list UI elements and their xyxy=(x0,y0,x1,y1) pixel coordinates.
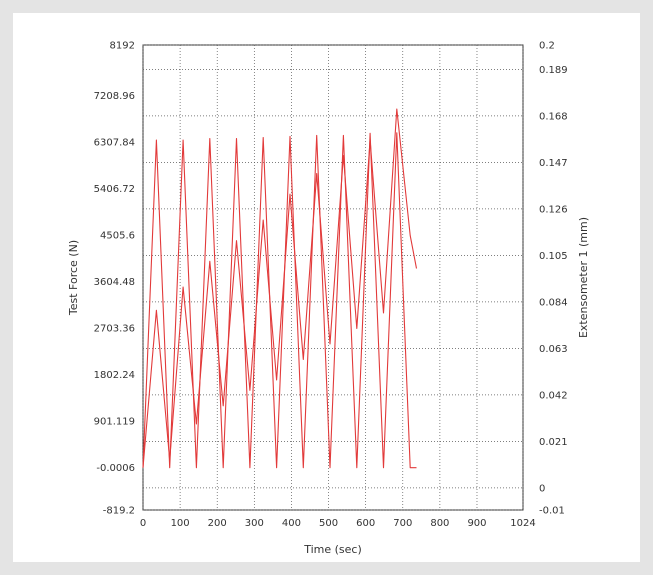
y2-tick-label: -0.01 xyxy=(539,506,565,517)
y-tick-label: 7208.96 xyxy=(94,91,135,102)
y2-tick-label: 0.063 xyxy=(539,344,568,355)
y2-tick-label: 0.126 xyxy=(539,204,568,215)
y-tick-label: 2703.36 xyxy=(94,324,135,335)
y2-axis-ticks: 0.2 0.189 0.168 0.147 0.126 0.105 0.084 0.063 0.… xyxy=(539,41,568,517)
series-group xyxy=(142,108,418,469)
y2-tick-label: 0.147 xyxy=(539,158,568,169)
series-line-2 xyxy=(142,108,418,468)
x-tick-label: 300 xyxy=(245,518,264,529)
x-tick-label: 200 xyxy=(208,518,227,529)
chart-svg: 0 100 200 300 400 500 600 700 800 900 1024 8192 720… xyxy=(67,41,590,557)
x-axis-label: Time (sec) xyxy=(303,543,362,556)
y-tick-label: 8192 xyxy=(110,41,135,52)
series-line-1 xyxy=(142,132,417,469)
chart-panel: 0 100 200 300 400 500 600 700 800 900 1024 8192 720… xyxy=(13,13,640,562)
x-tick-label: 700 xyxy=(393,518,412,529)
y-tick-label: -0.0006 xyxy=(96,463,135,474)
y-tick-label: -819.2 xyxy=(103,506,135,517)
grid xyxy=(142,44,524,511)
y-tick-label: 3604.48 xyxy=(94,277,135,288)
x-tick-label: 0 xyxy=(140,518,146,529)
y2-tick-label: 0.168 xyxy=(539,111,568,122)
plot-area xyxy=(142,44,524,511)
y2-tick-label: 0.189 xyxy=(539,65,568,76)
x-tick-label: 800 xyxy=(430,518,449,529)
y2-tick-label: 0.021 xyxy=(539,437,568,448)
y2-tick-label: 0.084 xyxy=(539,297,568,308)
x-tick-label: 1024 xyxy=(510,518,535,529)
y2-tick-label: 0.105 xyxy=(539,251,568,262)
y-tick-label: 5406.72 xyxy=(94,184,135,195)
x-tick-label: 600 xyxy=(356,518,375,529)
y-tick-label: 4505.6 xyxy=(100,231,135,242)
x-tick-label: 100 xyxy=(171,518,190,529)
y-axis-label: Test Force (N) xyxy=(67,240,80,316)
y2-tick-label: 0.042 xyxy=(539,390,568,401)
y-tick-label: 1802.24 xyxy=(94,370,135,381)
y2-tick-label: 0 xyxy=(539,483,545,494)
x-axis-ticks: 0 100 200 300 400 500 600 700 800 900 1024 xyxy=(140,518,536,529)
y-tick-label: 901.119 xyxy=(94,417,135,428)
y2-axis-label: Extensometer 1 (mm) xyxy=(577,217,590,338)
y2-tick-label: 0.2 xyxy=(539,41,555,52)
y-tick-label: 6307.84 xyxy=(94,138,135,149)
y-axis-ticks: 8192 7208.96 6307.84 5406.72 4505.6 3604.48 27… xyxy=(94,41,135,517)
x-tick-label: 900 xyxy=(467,518,486,529)
x-tick-label: 400 xyxy=(282,518,301,529)
x-tick-label: 500 xyxy=(319,518,338,529)
